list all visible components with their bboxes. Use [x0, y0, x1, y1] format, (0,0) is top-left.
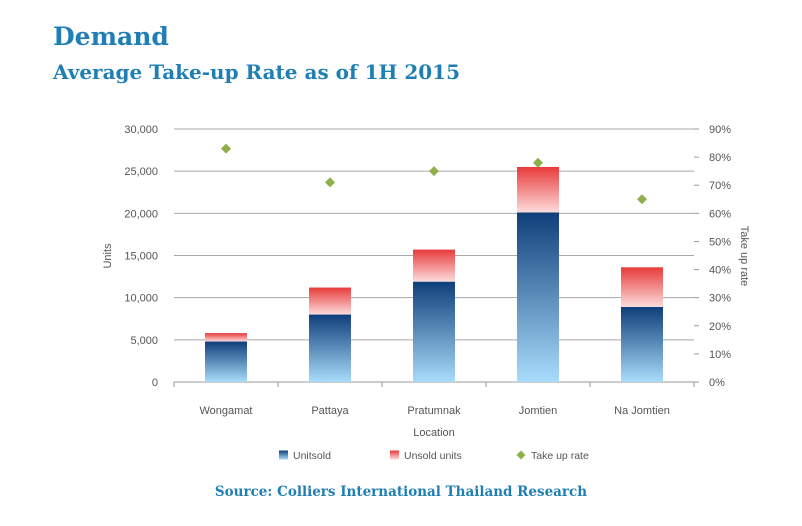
y2-tick-label: 10%	[709, 349, 731, 361]
y-tick-label: 5,000	[130, 335, 158, 347]
take-up-rate-marker	[221, 143, 231, 154]
bar-unitsold	[205, 341, 247, 382]
bar-unitsold	[517, 212, 559, 382]
y-tick-label: 0	[152, 377, 158, 389]
page-title: Demand	[53, 22, 169, 51]
y2-tick-label: 60%	[709, 208, 731, 220]
chart-legend: Unitsold Unsold units Take up rate	[279, 450, 589, 462]
y2-tick-label: 70%	[709, 180, 731, 192]
chart-axes: 30,000 25,000 20,000 15,000 10,000 5,000 0 90% 8…	[102, 124, 750, 439]
legend-take-up-rate-label: Take up rate	[531, 450, 589, 462]
take-up-rate-marker	[429, 166, 439, 177]
bar-unsold-units	[309, 287, 351, 315]
y-tick-label: 10,000	[124, 293, 158, 305]
bar-unsold-units	[413, 249, 455, 282]
bar-unsold-units	[517, 166, 559, 213]
legend-unsold-units-swatch	[390, 450, 399, 460]
y2-tick-label: 40%	[709, 265, 731, 277]
legend-unitsold-swatch	[279, 450, 288, 460]
take-up-rate-marker	[533, 157, 543, 168]
take-up-rate-marker	[637, 194, 647, 205]
y2-tick-label: 50%	[709, 236, 731, 248]
y2-tick-label: 30%	[709, 293, 731, 305]
bar-unitsold	[621, 306, 663, 382]
chart-bars	[205, 166, 663, 382]
bar-unitsold	[413, 281, 455, 382]
y2-tick-label: 80%	[709, 152, 731, 164]
source-note: Source: Colliers International Thailand …	[214, 484, 588, 500]
y-tick-label: 25,000	[124, 166, 158, 178]
y2-tick-label: 20%	[709, 321, 731, 333]
legend-unsold-units-label: Unsold units	[404, 450, 462, 462]
x-tick-label: Pattaya	[311, 405, 349, 417]
take-up-rate-marker	[325, 177, 335, 188]
legend-take-up-rate-swatch	[516, 450, 526, 460]
x-tick-label: Na Jomtien	[614, 405, 670, 417]
bar-unsold-units	[621, 267, 663, 307]
y-tick-label: 30,000	[124, 124, 158, 136]
x-tick-label: Wongamat	[200, 405, 253, 417]
bar-unitsold	[309, 314, 351, 382]
y-tick-label: 15,000	[124, 251, 158, 263]
x-tick-label: Jomtien	[519, 405, 558, 417]
y-axis-title: Units	[102, 243, 114, 269]
x-tick-label: Pratumnak	[407, 405, 461, 417]
legend-unitsold-label: Unitsold	[293, 450, 331, 462]
chart-markers	[221, 143, 647, 205]
page-subtitle: Average Take-up Rate as of 1H 2015	[53, 60, 461, 84]
y2-tick-label: 0%	[709, 377, 725, 389]
y2-axis-title: Take up rate	[738, 226, 750, 287]
y-tick-label: 20,000	[124, 208, 158, 220]
y2-tick-label: 90%	[709, 124, 731, 136]
bar-unsold-units	[205, 333, 247, 342]
x-axis-title: Location	[413, 427, 455, 439]
